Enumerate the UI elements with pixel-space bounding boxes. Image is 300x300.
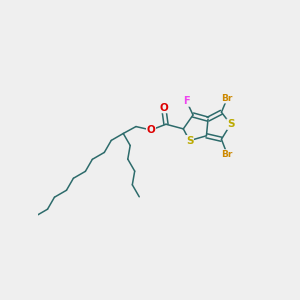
Text: S: S (227, 119, 234, 129)
Text: O: O (147, 125, 155, 135)
Text: F: F (183, 96, 190, 106)
Text: O: O (159, 103, 168, 112)
Text: S: S (186, 136, 193, 146)
Text: Br: Br (221, 94, 233, 103)
Text: Br: Br (221, 150, 233, 159)
